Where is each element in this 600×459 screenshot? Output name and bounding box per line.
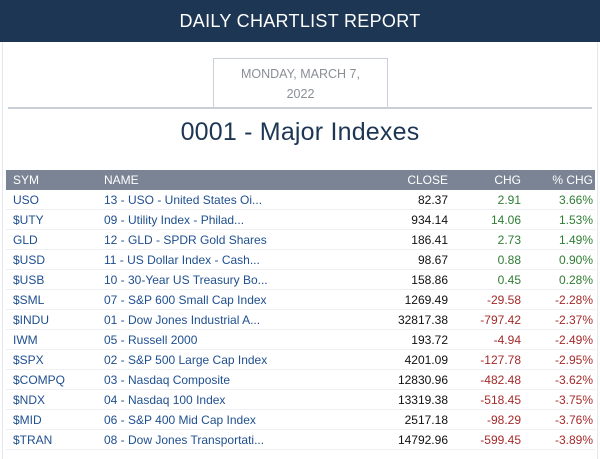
name-link[interactable]: 10 - 30-Year US Treasury Bo...: [104, 273, 268, 287]
table-row[interactable]: IWM 05 - Russell 2000 193.72 -4.94 -2.49%: [6, 330, 595, 350]
table-body: USO 13 - USO - United States Oi... 82.37 2.…: [6, 190, 595, 450]
pct-change-value: -2.49%: [554, 333, 593, 347]
pct-change-value: -2.37%: [554, 313, 593, 327]
table-row[interactable]: GLD 12 - GLD - SPDR Gold Shares 186.41 2.73…: [6, 230, 595, 250]
header-chg[interactable]: CHG: [494, 173, 521, 187]
symbol-link[interactable]: $SML: [13, 293, 45, 307]
name-link[interactable]: 02 - S&P 500 Large Cap Index: [104, 353, 268, 367]
date-line-1: MONDAY, MARCH 7,: [240, 66, 360, 81]
close-value: 158.86: [411, 273, 448, 287]
symbol-link[interactable]: $TRAN: [13, 433, 53, 447]
name-link[interactable]: 13 - USO - United States Oi...: [104, 193, 263, 207]
pct-change-value: 3.66%: [558, 193, 593, 207]
pct-change-value: 0.28%: [558, 273, 593, 287]
symbol-link[interactable]: $COMPQ: [13, 373, 66, 387]
symbol-link[interactable]: USO: [13, 193, 40, 207]
divider: [8, 107, 592, 109]
change-value: -482.48: [480, 373, 521, 387]
symbol-link[interactable]: GLD: [13, 233, 38, 247]
table-row[interactable]: $USB 10 - 30-Year US Treasury Bo... 158.86…: [6, 270, 595, 290]
table-row[interactable]: $NDX 04 - Nasdaq 100 Index 13319.38 -518.45…: [6, 390, 595, 410]
table-row[interactable]: $UTY 09 - Utility Index - Philad... 934.14…: [6, 210, 595, 230]
pct-change-value: 1.49%: [558, 233, 593, 247]
pct-change-value: 1.53%: [558, 213, 593, 227]
symbol-link[interactable]: $MID: [13, 413, 42, 427]
close-value: 4201.09: [404, 353, 448, 367]
close-value: 2517.18: [404, 413, 448, 427]
name-link[interactable]: 07 - S&P 600 Small Cap Index: [104, 293, 267, 307]
table-row[interactable]: $COMPQ 03 - Nasdaq Composite 12830.96 -482.…: [6, 370, 595, 390]
pct-change-value: -2.95%: [554, 353, 593, 367]
name-link[interactable]: 09 - Utility Index - Philad...: [104, 213, 245, 227]
name-link[interactable]: 01 - Dow Jones Industrial A...: [104, 313, 261, 327]
close-value: 13319.38: [397, 393, 448, 407]
report-title: DAILY CHARTLIST REPORT: [179, 10, 421, 31]
symbol-link[interactable]: $UTY: [13, 213, 44, 227]
pct-change-value: -2.28%: [554, 293, 593, 307]
report-frame: [2, 42, 598, 459]
close-value: 186.41: [411, 233, 448, 247]
change-value: -797.42: [480, 313, 521, 327]
header-pct-chg[interactable]: % CHG: [552, 173, 593, 187]
change-value: 0.45: [497, 273, 521, 287]
table-row[interactable]: $INDU 01 - Dow Jones Industrial A... 32817…: [6, 310, 595, 330]
table-row[interactable]: $SPX 02 - S&P 500 Large Cap Index 4201.09 -…: [6, 350, 595, 370]
pct-change-value: -3.62%: [554, 373, 593, 387]
change-value: 0.88: [497, 253, 521, 267]
close-value: 98.67: [417, 253, 448, 267]
pct-change-value: -3.76%: [554, 413, 593, 427]
symbol-link[interactable]: $SPX: [13, 353, 44, 367]
change-value: -98.29: [486, 413, 521, 427]
name-link[interactable]: 06 - S&P 400 Mid Cap Index: [104, 413, 256, 427]
change-value: -4.94: [493, 333, 521, 347]
table-row[interactable]: USO 13 - USO - United States Oi... 82.37 2.…: [6, 190, 595, 210]
header-sym[interactable]: SYM: [13, 173, 40, 187]
change-value: 2.91: [497, 193, 521, 207]
name-link[interactable]: 12 - GLD - SPDR Gold Shares: [104, 233, 267, 247]
change-value: -518.45: [480, 393, 521, 407]
change-value: -29.58: [486, 293, 521, 307]
table-row[interactable]: $MID 06 - S&P 400 Mid Cap Index 2517.18 -98…: [6, 410, 595, 430]
table-row[interactable]: $TRAN 08 - Dow Jones Transportati... 14792…: [6, 430, 595, 450]
report-banner: DAILY CHARTLIST REPORT: [0, 0, 600, 42]
pct-change-value: -3.89%: [554, 433, 593, 447]
symbol-link[interactable]: $USB: [13, 273, 45, 287]
symbol-link[interactable]: IWM: [13, 333, 38, 347]
pct-change-value: -3.75%: [554, 393, 593, 407]
close-value: 12830.96: [397, 373, 448, 387]
name-link[interactable]: 05 - Russell 2000: [104, 333, 198, 347]
symbol-link[interactable]: $NDX: [13, 393, 46, 407]
header-close[interactable]: CLOSE: [407, 173, 448, 187]
change-value: -127.78: [480, 353, 521, 367]
header-name[interactable]: NAME: [104, 173, 139, 187]
symbol-link[interactable]: $INDU: [13, 313, 50, 327]
symbol-link[interactable]: $USD: [13, 253, 46, 267]
change-value: 14.06: [490, 213, 521, 227]
close-value: 14792.96: [397, 433, 448, 447]
close-value: 934.14: [411, 213, 448, 227]
change-value: -599.45: [480, 433, 521, 447]
table-header: SYM NAME CLOSE CHG % CHG: [6, 170, 595, 190]
date-line-2: 2022: [286, 86, 315, 101]
close-value: 82.37: [417, 193, 448, 207]
name-link[interactable]: 11 - US Dollar Index - Cash...: [104, 253, 260, 267]
chartlist-title: 0001 - Major Indexes: [180, 118, 420, 146]
report-date: MONDAY, MARCH 7, 2022: [213, 58, 388, 108]
name-link[interactable]: 08 - Dow Jones Transportati...: [104, 433, 265, 447]
name-link[interactable]: 04 - Nasdaq 100 Index: [104, 393, 226, 407]
pct-change-value: 0.90%: [558, 253, 593, 267]
name-link[interactable]: 03 - Nasdaq Composite: [104, 373, 231, 387]
table-row[interactable]: $USD 11 - US Dollar Index - Cash... 98.67 0…: [6, 250, 595, 270]
indexes-table: SYM NAME CLOSE CHG % CHG USO 13 - USO - U…: [6, 170, 595, 450]
close-value: 193.72: [411, 333, 448, 347]
close-value: 1269.49: [404, 293, 448, 307]
table-row[interactable]: $SML 07 - S&P 600 Small Cap Index 1269.49 -…: [6, 290, 595, 310]
change-value: 2.73: [497, 233, 521, 247]
close-value: 32817.38: [397, 313, 448, 327]
